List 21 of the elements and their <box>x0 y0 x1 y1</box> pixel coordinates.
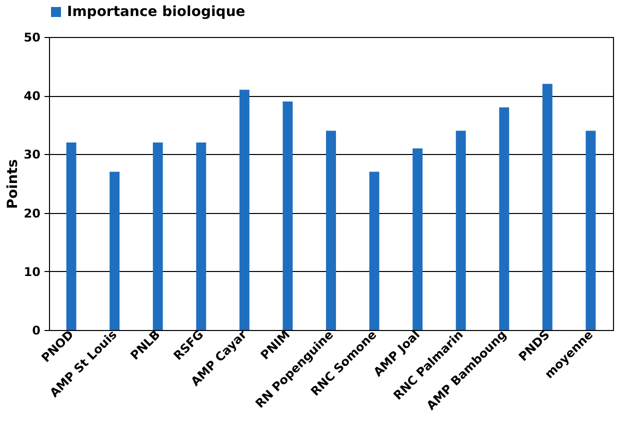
bar <box>152 142 163 330</box>
bar <box>110 172 120 330</box>
y-tick-label: 20 <box>24 206 40 220</box>
bar <box>412 148 423 330</box>
bar <box>66 142 76 330</box>
bar <box>282 101 293 330</box>
bar <box>542 84 552 330</box>
y-axis-title: Points <box>4 159 21 209</box>
bar <box>586 130 596 330</box>
y-tick-label: 30 <box>24 148 40 162</box>
bar <box>369 172 380 330</box>
bar <box>456 130 466 330</box>
y-tick-label: 40 <box>24 89 40 104</box>
y-tick-label: 50 <box>24 30 40 44</box>
legend-label: Importance biologique <box>67 4 246 20</box>
bar <box>239 90 250 330</box>
bar <box>326 130 336 330</box>
bar <box>196 142 206 330</box>
y-tick-label: 0 <box>32 324 40 338</box>
y-tick-label: 10 <box>24 264 40 279</box>
bar <box>499 107 510 330</box>
